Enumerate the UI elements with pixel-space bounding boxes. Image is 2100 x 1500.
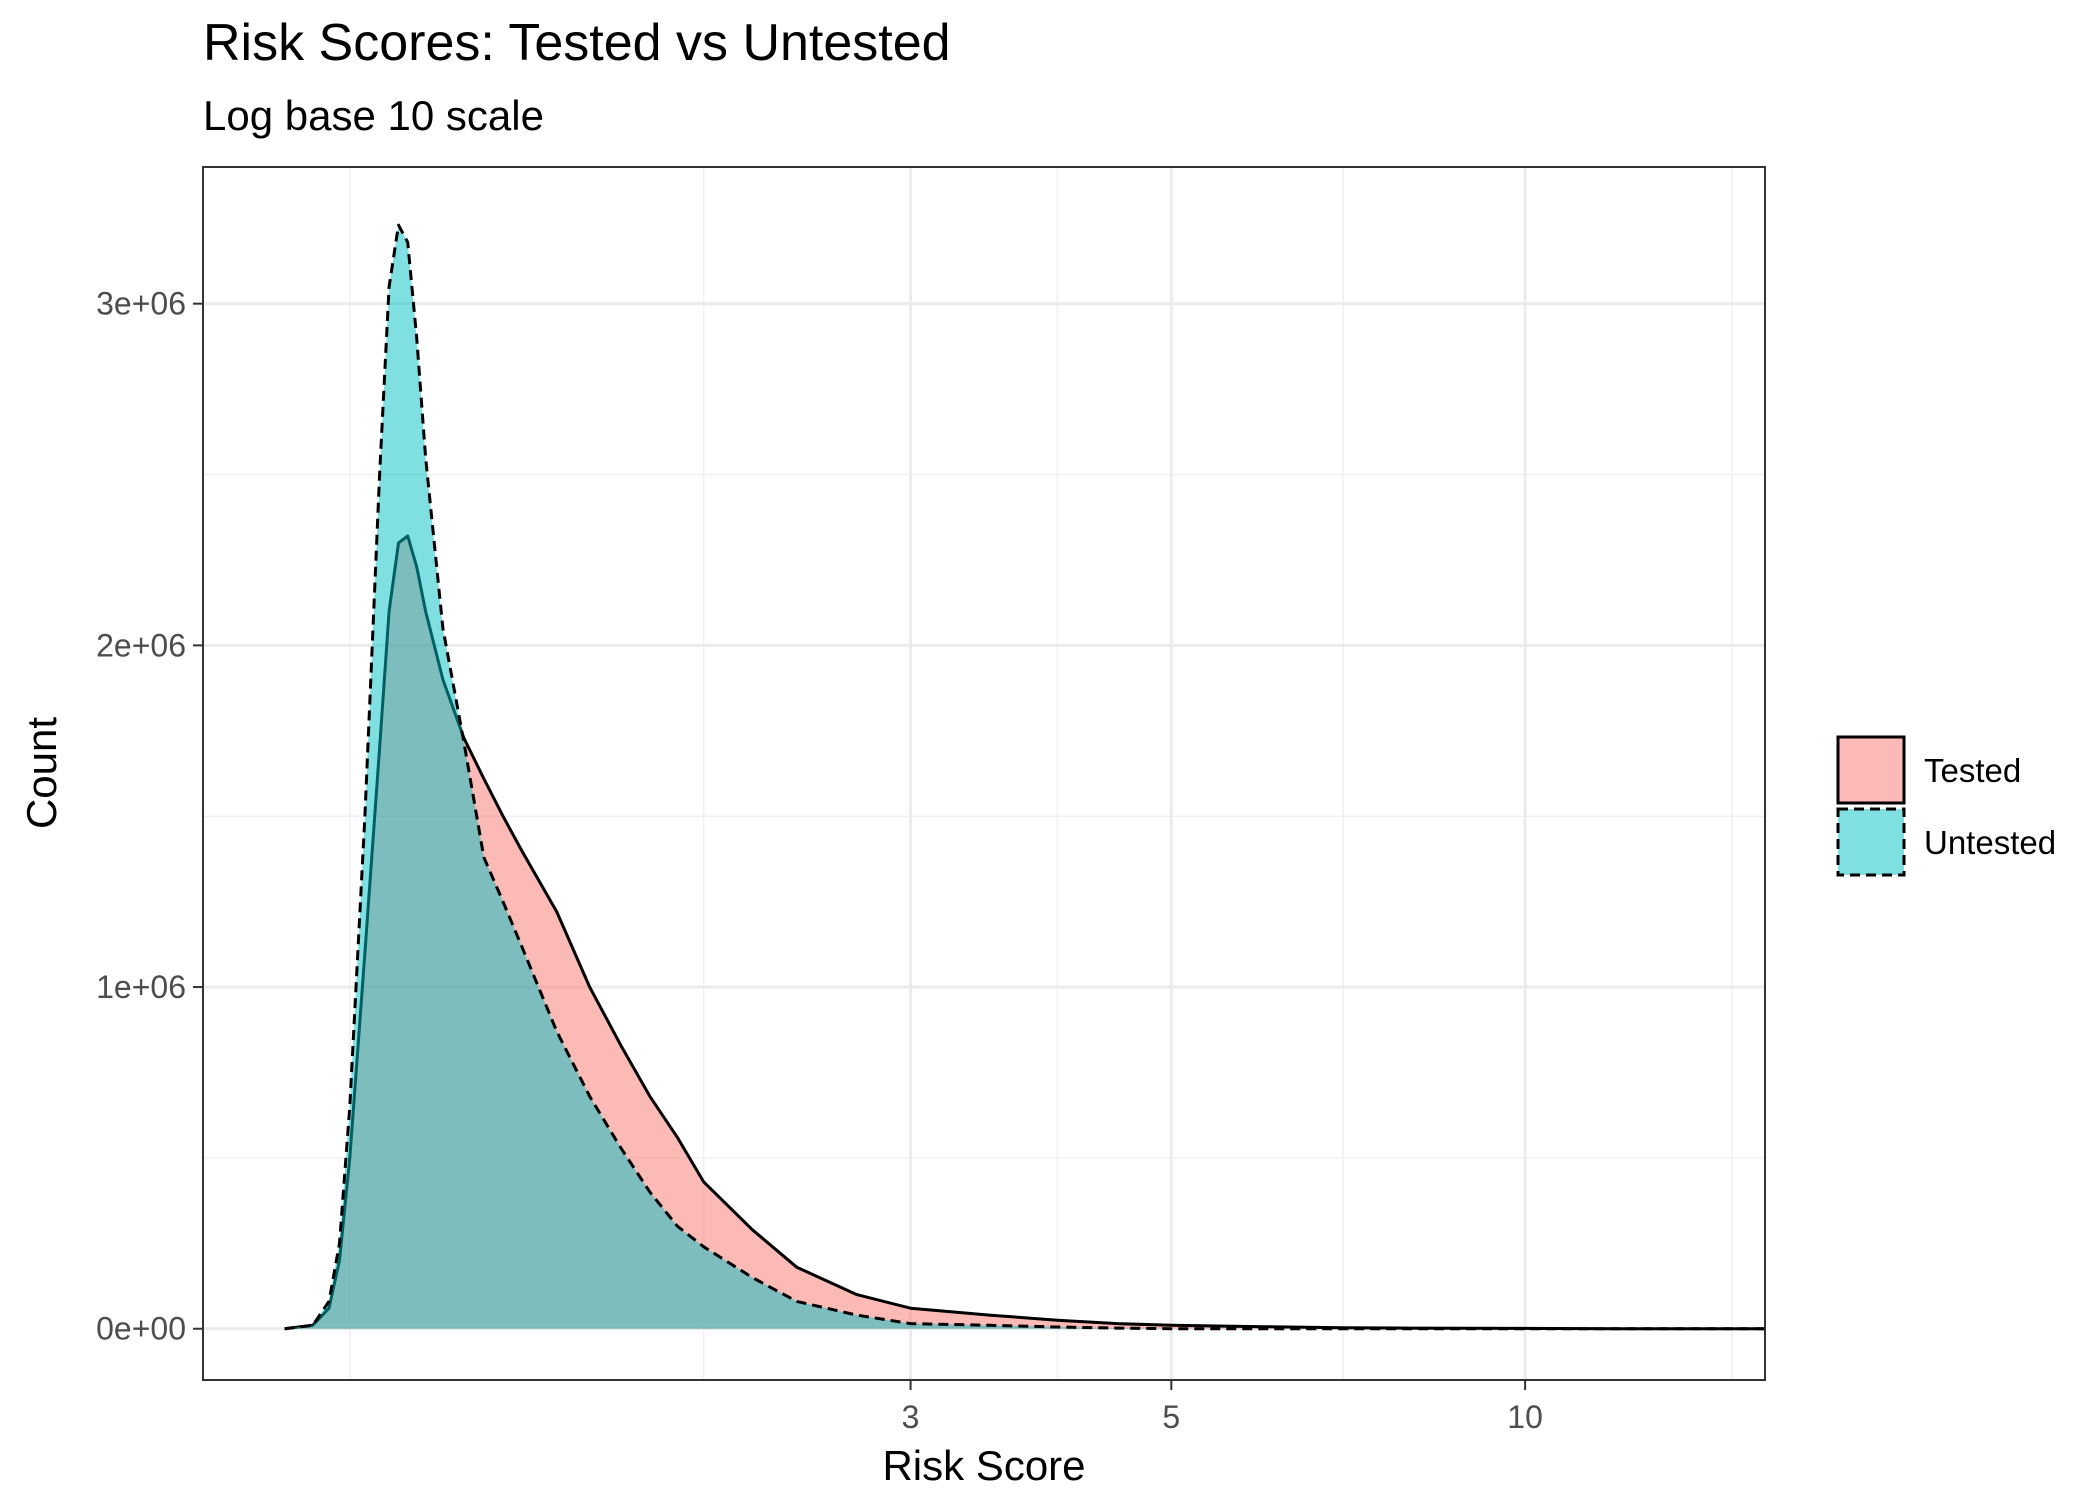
x-tick-label: 5 <box>1162 1399 1180 1435</box>
legend-key-tested <box>1836 735 1906 805</box>
chart-subtitle: Log base 10 scale <box>203 92 544 139</box>
legend-key-untested <box>1836 807 1906 877</box>
y-tick-label: 3e+06 <box>96 286 186 322</box>
area-tested <box>284 536 1766 1329</box>
area-untested <box>284 225 1766 1329</box>
chart-title: Risk Scores: Tested vs Untested <box>203 14 951 72</box>
y-tick-label: 2e+06 <box>96 627 186 663</box>
legend-label-tested: Tested <box>1924 752 2021 789</box>
minor-gridlines <box>203 167 1765 1380</box>
y-tick-label: 1e+06 <box>96 969 186 1005</box>
y-tick-label: 0e+00 <box>96 1311 186 1347</box>
panel-border <box>202 166 1766 1381</box>
density-areas <box>284 223 1766 1331</box>
x-axis: 3 5 10 <box>902 1380 1543 1435</box>
legend: Tested Untested <box>1836 735 2056 877</box>
x-tick-label: 3 <box>902 1399 920 1435</box>
y-axis: 0e+00 1e+06 2e+06 3e+06 <box>96 286 203 1347</box>
x-axis-title: Risk Score <box>882 1442 1085 1489</box>
line-untested <box>284 223 1765 1331</box>
y-axis-title: Count <box>18 717 65 829</box>
x-tick-label: 10 <box>1507 1399 1543 1435</box>
legend-label-untested: Untested <box>1924 824 2056 861</box>
